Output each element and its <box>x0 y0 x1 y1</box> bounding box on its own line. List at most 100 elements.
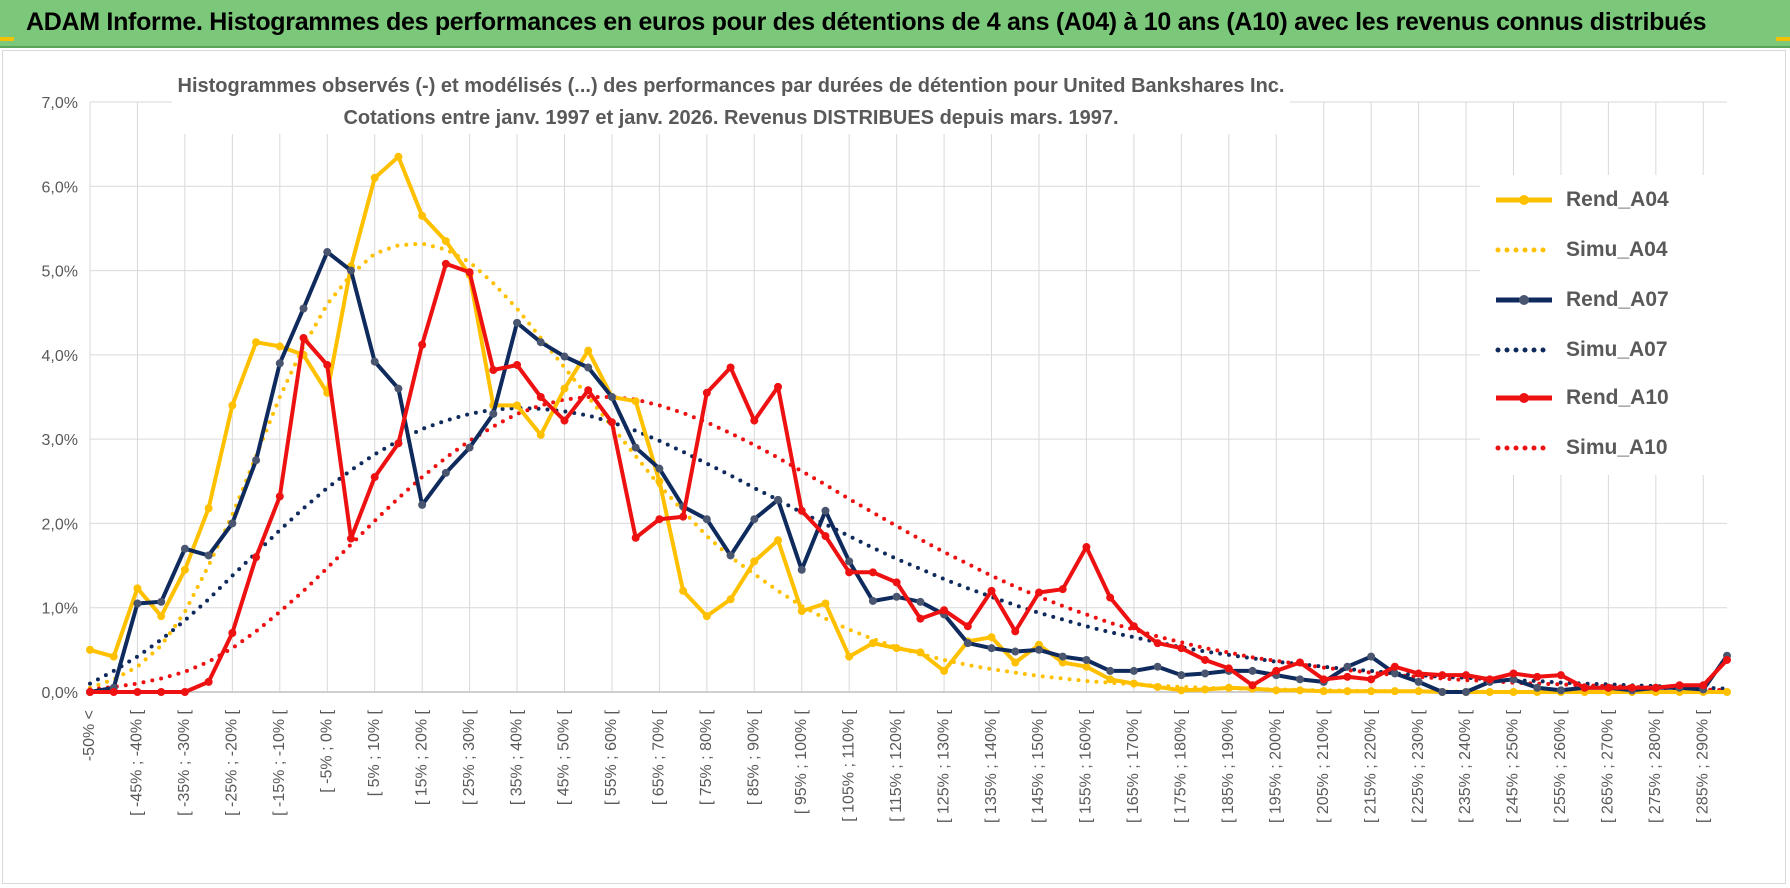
data-point <box>940 606 949 615</box>
data-point <box>774 536 783 545</box>
data-point <box>204 551 213 560</box>
series-line-rend_a10 <box>90 261 1729 694</box>
data-point <box>180 688 189 696</box>
data-point <box>1675 681 1684 690</box>
x-tick-label: [ 185% ; 190% [ <box>1220 709 1237 823</box>
data-point <box>109 688 118 696</box>
data-point <box>252 553 261 562</box>
data-point <box>133 599 142 608</box>
data-point <box>1462 688 1471 696</box>
data-point <box>418 500 427 509</box>
data-point <box>940 666 949 675</box>
data-point <box>1556 671 1565 680</box>
data-point <box>275 492 284 501</box>
data-point <box>916 597 925 606</box>
data-point <box>1106 666 1115 675</box>
x-tick-label: [ 125% ; 130% [ <box>935 709 952 823</box>
legend-label: Rend_A10 <box>1566 386 1669 409</box>
data-point <box>1628 683 1637 692</box>
data-point <box>702 515 711 524</box>
data-point <box>987 644 996 653</box>
x-tick-label: [ 285% ; 290% [ <box>1694 709 1711 823</box>
x-tick-label: [ 205% ; 210% [ <box>1315 709 1332 823</box>
x-tick-label: [ 165% ; 170% [ <box>1125 709 1142 823</box>
data-point <box>1414 669 1423 678</box>
legend-label: Rend_A04 <box>1566 188 1669 211</box>
data-point <box>1438 688 1447 696</box>
y-tick-label: 1,0% <box>42 601 78 618</box>
data-point <box>821 599 830 608</box>
data-point <box>465 268 474 277</box>
data-point <box>1201 655 1210 664</box>
data-point <box>1201 669 1210 678</box>
legend-swatch-rend-a04 <box>1496 195 1552 205</box>
data-point <box>489 409 498 418</box>
x-tick-label: [ 55% ; 60% [ <box>603 709 620 805</box>
data-point <box>1699 681 1708 690</box>
data-point <box>1414 677 1423 686</box>
data-point <box>750 515 759 524</box>
data-point <box>323 248 332 257</box>
data-point <box>750 416 759 425</box>
data-point <box>987 633 996 642</box>
chart-title: Histogrammes observés (-) et modélisés (… <box>178 75 1285 97</box>
data-point <box>797 506 806 515</box>
data-point <box>1343 687 1352 696</box>
data-point <box>584 363 593 372</box>
data-point <box>1201 685 1210 694</box>
x-tick-label: [ 35% ; 40% [ <box>508 709 525 805</box>
data-point <box>1034 588 1043 597</box>
chart-subtitle: Cotations entre janv. 1997 et janv. 2026… <box>343 107 1118 129</box>
y-axis-ticks: 0,0% 1,0% 2,0% 3,0% 4,0% 5,0% 6,0% 7,0% <box>42 95 78 702</box>
x-tick-label: [ 75% ; 80% [ <box>698 709 715 805</box>
legend-item-simu-a07: Simu_A07 <box>1494 335 1724 365</box>
data-point <box>1153 662 1162 671</box>
x-tick-label: [ 115% ; 120% [ <box>888 709 905 821</box>
chart-frame <box>2 50 1786 884</box>
data-point <box>1106 675 1115 684</box>
data-point <box>1485 688 1494 696</box>
x-tick-label: [ 265% ; 270% [ <box>1600 709 1617 823</box>
data-point <box>774 382 783 391</box>
data-point <box>1509 688 1518 696</box>
data-point <box>513 318 522 327</box>
data-point <box>916 648 925 657</box>
data-point <box>1556 686 1565 695</box>
y-tick-label: 6,0% <box>42 179 78 196</box>
data-point <box>180 544 189 553</box>
x-tick-label: [ 135% ; 140% [ <box>983 709 1000 823</box>
data-point <box>1082 655 1091 664</box>
x-tick-label: [ 95% ; 100% [ <box>793 709 810 814</box>
x-tick-label: [ -5% ; 0% [ <box>318 709 335 792</box>
data-point <box>655 464 664 473</box>
data-point <box>868 639 877 648</box>
data-point <box>275 359 284 368</box>
data-point <box>1082 662 1091 671</box>
data-point <box>370 173 379 182</box>
data-point <box>157 688 166 696</box>
data-point <box>1272 686 1281 695</box>
data-point <box>1390 662 1399 671</box>
data-point <box>1224 683 1233 692</box>
x-tick-label: [ 145% ; 150% [ <box>1030 709 1047 823</box>
data-point <box>133 584 142 593</box>
data-point <box>845 557 854 566</box>
data-point <box>1058 585 1067 594</box>
data-point <box>1058 652 1067 661</box>
data-point <box>1011 627 1020 636</box>
legend-swatch-simu-a10 <box>1495 445 1554 451</box>
data-point <box>607 418 616 427</box>
data-point <box>845 652 854 661</box>
data-point <box>418 211 427 220</box>
x-tick-label: [ 175% ; 180% [ <box>1173 709 1190 823</box>
report-banner: ADAM Informe. Histogrammes des performan… <box>0 0 1790 48</box>
x-tick-label: [ 255% ; 260% [ <box>1552 709 1569 823</box>
x-tick-label: [ 215% ; 220% [ <box>1362 709 1379 823</box>
x-tick-label: [ 155% ; 160% [ <box>1078 709 1095 823</box>
data-point <box>702 612 711 621</box>
data-point <box>299 304 308 313</box>
data-point <box>536 338 545 347</box>
y-tick-label: 7,0% <box>42 95 78 112</box>
data-point <box>1058 658 1067 667</box>
